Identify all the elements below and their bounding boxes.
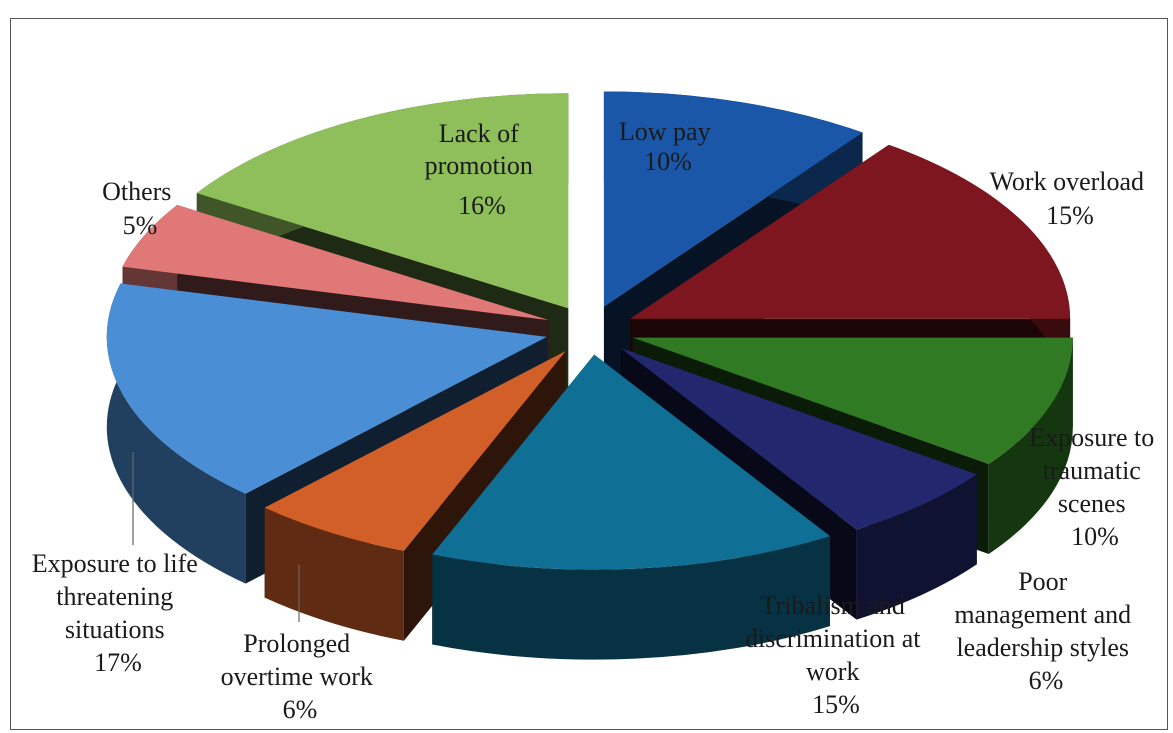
- slice-top-face: [632, 337, 1073, 465]
- slice-label-overtime: Prolonged overtime work 6%: [221, 629, 380, 724]
- slice-outer-wall: [856, 474, 977, 620]
- slice-label-promotion: Lack of promotion 16%: [425, 119, 540, 220]
- slice-label-work-overload: Work overload 15%: [989, 167, 1150, 230]
- slice-outer-wall: [988, 337, 1073, 555]
- slice-label-tribalism: Tribalism and discrimination at work 15%: [745, 591, 927, 719]
- slice-label-others: Others 5%: [102, 177, 178, 240]
- slice-top-face: [122, 204, 549, 321]
- slice-top-face: [106, 283, 547, 494]
- slice-top-face: [432, 354, 830, 570]
- slice-outer-wall: [106, 283, 246, 584]
- slice-top-face: [630, 144, 1071, 319]
- slice-label-life-threat: Exposure to life threatening situations …: [32, 549, 205, 677]
- slice-tribalism-and-discrimination-at-work: [432, 354, 830, 660]
- slice-top-face: [264, 350, 566, 551]
- slice-outer-wall: [432, 536, 830, 660]
- slice-label-low-pay: Low pay 10%: [619, 117, 717, 176]
- pie-slices: [106, 91, 1073, 660]
- pie-labels: Low pay 10% Work overload 15% Exposure t…: [32, 117, 1160, 724]
- slice-label-poor-management: Poor management and leadership styles 6%: [954, 567, 1137, 695]
- slice-top-face: [620, 348, 977, 530]
- slice-top-face: [603, 91, 863, 307]
- slice-label-traumatic: Exposure to traumatic scenes 10%: [1029, 423, 1160, 551]
- slice-top-face: [196, 93, 569, 309]
